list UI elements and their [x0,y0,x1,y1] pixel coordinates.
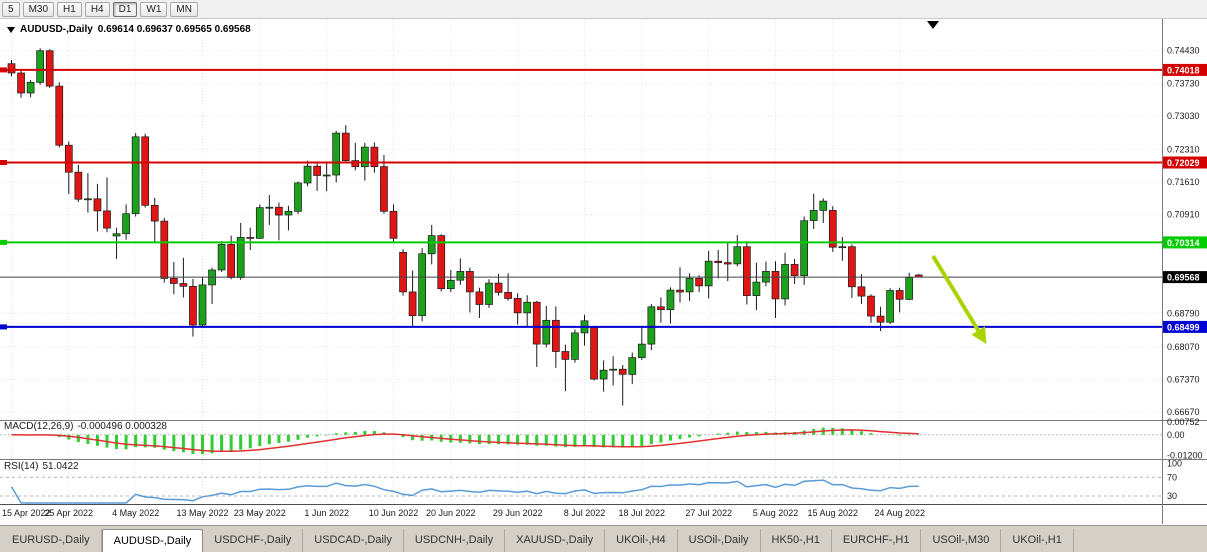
svg-text:0.68499: 0.68499 [1167,322,1200,332]
line-left-marker [0,324,7,330]
timeframe-button-w1[interactable]: W1 [140,1,168,17]
svg-text:15 Aug 2022: 15 Aug 2022 [808,508,859,518]
chart-shift-marker-icon[interactable] [927,21,939,29]
timeframe-button-h4[interactable]: H4 [84,1,110,17]
chart-tab-usdcnh-daily[interactable]: USDCNH-,Daily [404,529,506,552]
macd-values: -0.000496 0.000328 [77,421,167,432]
svg-text:20 Jun 2022: 20 Jun 2022 [426,508,476,518]
svg-text:0.74018: 0.74018 [1167,65,1200,75]
svg-text:23 May 2022: 23 May 2022 [234,508,286,518]
chart-tab-eurchf-h1[interactable]: EURCHF-,H1 [832,529,922,552]
svg-text:0.72029: 0.72029 [1167,158,1200,168]
rsi-line [10,479,919,504]
svg-text:15 Apr 2022: 15 Apr 2022 [2,508,51,518]
svg-text:4 May 2022: 4 May 2022 [112,508,159,518]
chart-tab-usoil-m30[interactable]: USOil-,M30 [921,529,1002,552]
price-line-labels: 0.74018 0.72029 0.70314 0.68499 0.69568 [1163,63,1207,333]
timeframe-button-mn[interactable]: MN [170,1,198,17]
chart-ohlc-values: 0.69614 0.69637 0.69565 0.69568 [97,24,251,35]
rsi-indicator-label: RSI(14) 51.0422 [4,461,83,472]
timeframe-button-5[interactable]: 5 [2,1,20,17]
svg-text:0.73030: 0.73030 [1167,111,1200,121]
chart-tab-usoil-daily[interactable]: USOil-,Daily [678,529,761,552]
svg-text:0.70910: 0.70910 [1167,210,1200,220]
rsi-name: RSI(14) [4,461,39,472]
line-left-marker [0,160,7,165]
svg-text:10 Jun 2022: 10 Jun 2022 [369,508,419,518]
chart-title: AUDUSD-,Daily [20,24,93,35]
chart-marker-icon[interactable] [7,26,15,33]
macd-indicator-label: MACD(12,26,9) -0.000496 0.000328 [4,421,171,432]
svg-text:0.74430: 0.74430 [1167,46,1200,56]
chart-tab-xauusd-daily[interactable]: XAUUSD-,Daily [505,529,606,552]
svg-text:0.71610: 0.71610 [1167,177,1200,187]
svg-text:0.72310: 0.72310 [1167,144,1200,154]
svg-text:0.70314: 0.70314 [1167,238,1200,248]
chart-tab-hk50-h1[interactable]: HK50-,H1 [761,529,832,552]
svg-text:18 Jul 2022: 18 Jul 2022 [619,508,666,518]
timeframe-button-m30[interactable]: M30 [22,1,55,17]
macd-name: MACD(12,26,9) [4,421,74,432]
svg-text:8 Jul 2022: 8 Jul 2022 [564,508,606,518]
chart-tabs-bar: EURUSD-,Daily AUDUSD-,Daily USDCHF-,Daily U… [0,525,1207,552]
svg-text:0.73730: 0.73730 [1167,78,1200,88]
price-scale[interactable]: 0.74430 0.73730 0.73030 0.72310 0.71610 0.709… [1167,46,1203,501]
svg-text:0.00: 0.00 [1167,430,1185,440]
chart-tab-ukoil-h4[interactable]: UKOil-,H4 [605,529,678,552]
timeframe-button-d1[interactable]: D1 [112,1,138,17]
svg-text:-0.01200: -0.01200 [1167,450,1203,460]
svg-text:0.68790: 0.68790 [1167,308,1200,318]
panel-separators [0,19,1207,524]
chart-tab-usdcad-daily[interactable]: USDCAD-,Daily [303,529,404,552]
svg-text:100: 100 [1167,458,1182,468]
svg-text:25 Apr 2022: 25 Apr 2022 [45,508,94,518]
svg-text:5 Aug 2022: 5 Aug 2022 [753,508,799,518]
svg-text:1 Jun 2022: 1 Jun 2022 [304,508,349,518]
chart-tab-audusd-daily[interactable]: AUDUSD-,Daily [101,529,204,552]
timeframe-toolbar: 5 M30 H1 H4 D1 W1 MN [0,0,1207,19]
svg-text:0.66670: 0.66670 [1167,407,1200,417]
chart-tab-ukoil-h1[interactable]: UKOil-,H1 [1001,529,1074,552]
candles-layer [7,48,923,406]
macd-signal-line [11,429,919,453]
svg-text:0.68070: 0.68070 [1167,342,1200,352]
line-left-marker [0,239,7,245]
grid [0,19,1162,504]
svg-text:30: 30 [1167,491,1177,501]
svg-text:24 Aug 2022: 24 Aug 2022 [874,508,925,518]
svg-text:13 May 2022: 13 May 2022 [176,508,228,518]
svg-text:0.67370: 0.67370 [1167,375,1200,385]
timeframe-button-h1[interactable]: H1 [57,1,82,17]
chart-tab-usdchf-daily[interactable]: USDCHF-,Daily [203,529,304,552]
svg-text:27 Jul 2022: 27 Jul 2022 [685,508,732,518]
chart-tab-eurusd-daily[interactable]: EURUSD-,Daily [1,529,102,552]
svg-text:29 Jun 2022: 29 Jun 2022 [493,508,543,518]
line-left-marker [0,67,7,73]
svg-text:0.69568: 0.69568 [1167,273,1200,283]
chart-ohlc-header: AUDUSD-,Daily 0.69614 0.69637 0.69565 0.… [7,24,251,35]
svg-text:70: 70 [1167,472,1177,482]
rsi-value: 51.0422 [42,461,79,472]
arrow-annotation[interactable] [931,254,987,345]
svg-text:0.00752: 0.00752 [1167,417,1200,427]
